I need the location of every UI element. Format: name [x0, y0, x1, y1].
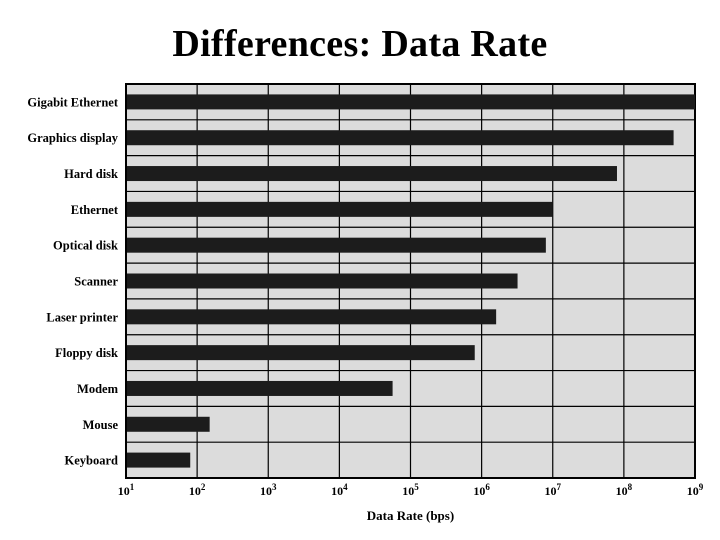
x-tick-labels: 101 102 103 104 105 106 107 108 109 — [118, 482, 704, 498]
bar — [127, 94, 695, 110]
category-label: Keyboard — [65, 454, 119, 468]
bar — [127, 273, 518, 289]
plot-border — [125, 83, 696, 479]
bar — [127, 130, 674, 146]
category-label: Laser printer — [46, 310, 118, 324]
x-tick-label: 107 — [545, 482, 562, 498]
bar — [127, 416, 210, 432]
bar — [127, 309, 497, 325]
category-label: Mouse — [83, 418, 119, 432]
grid-lines — [125, 83, 696, 479]
category-label: Floppy disk — [55, 346, 118, 360]
bars — [127, 94, 695, 468]
x-tick-label: 106 — [473, 482, 490, 498]
bar — [127, 345, 475, 361]
category-labels: Gigabit Ethernet Graphics display Hard dis… — [27, 95, 118, 467]
bar — [127, 166, 617, 182]
category-label: Modem — [77, 382, 119, 396]
category-label: Graphics display — [27, 131, 118, 145]
x-tick-label: 109 — [687, 482, 704, 498]
bar — [127, 237, 546, 253]
category-label: Ethernet — [71, 203, 119, 217]
bar — [127, 380, 393, 396]
category-label: Hard disk — [64, 167, 118, 181]
x-tick-label: 102 — [189, 482, 206, 498]
x-tick-label: 105 — [402, 482, 419, 498]
category-label: Gigabit Ethernet — [27, 95, 118, 109]
category-label: Optical disk — [53, 239, 118, 253]
x-tick-label: 108 — [616, 482, 633, 498]
bar — [127, 201, 553, 217]
slide-title: Differences: Data Rate — [172, 23, 548, 65]
x-tick-label: 103 — [260, 482, 277, 498]
x-tick-label: 104 — [331, 482, 348, 498]
x-tick-label: 101 — [118, 482, 135, 498]
x-axis-label: Data Rate (bps) — [367, 508, 454, 523]
category-label: Scanner — [74, 275, 118, 289]
bar — [127, 452, 191, 468]
